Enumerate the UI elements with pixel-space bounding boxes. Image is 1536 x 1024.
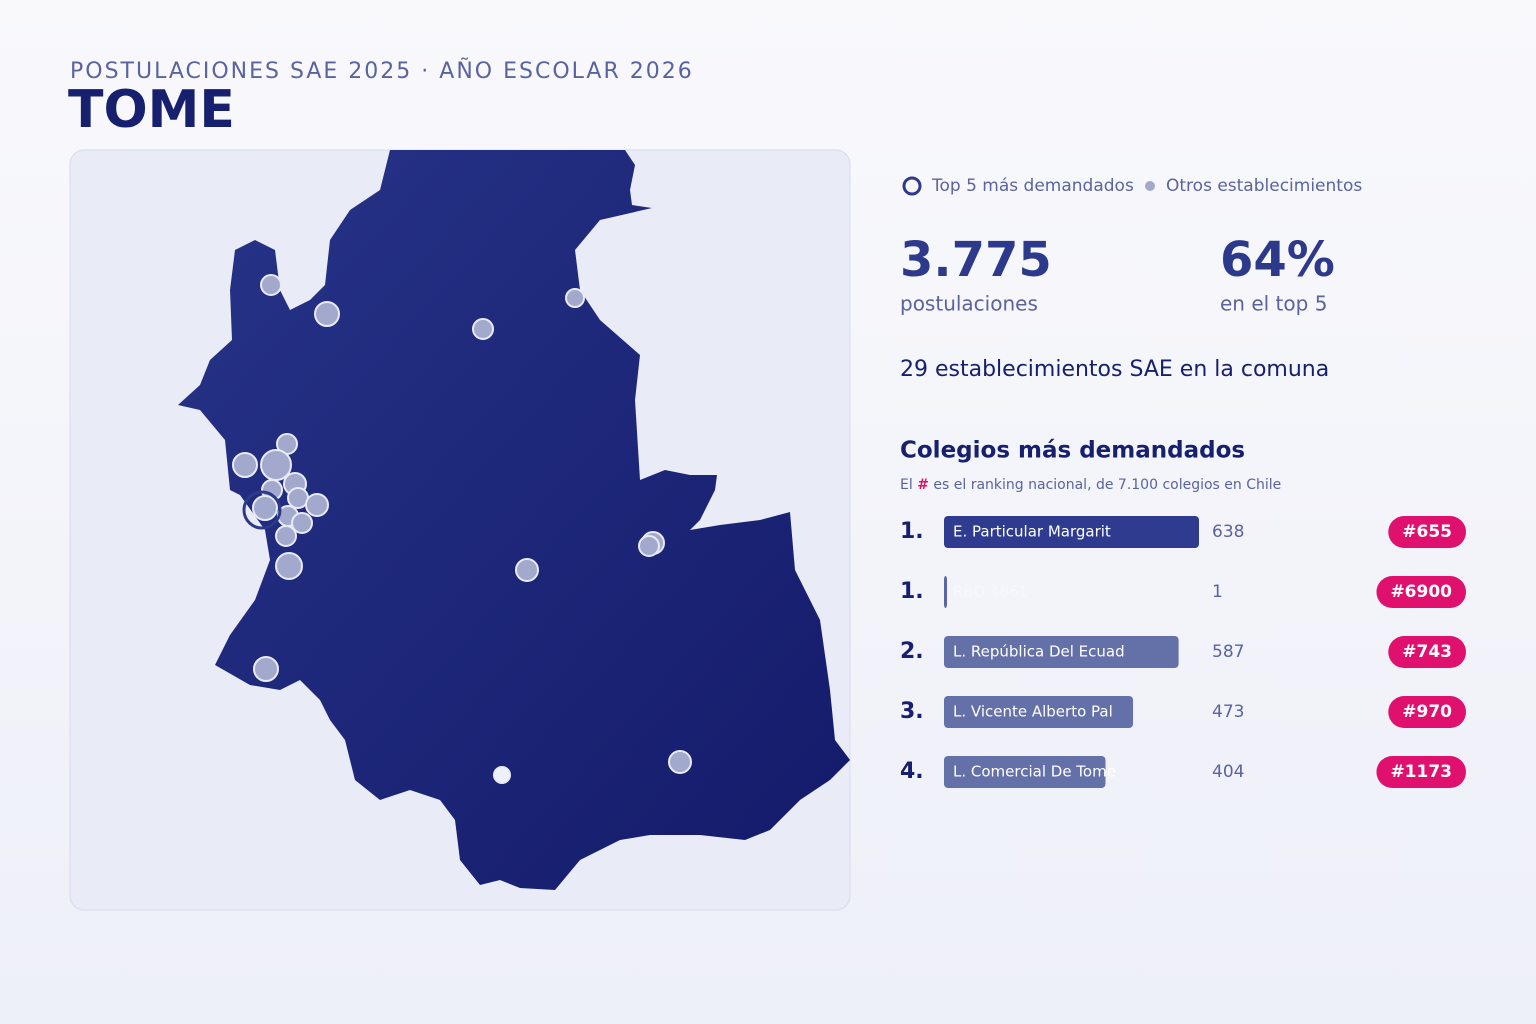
rank: 2. — [900, 639, 924, 664]
badge — [1388, 696, 1466, 728]
school-name: RBD 4861 — [953, 583, 1028, 601]
stat-label: en el top 5 — [1220, 292, 1327, 316]
rank: 4. — [900, 759, 924, 784]
title: TOME — [68, 80, 235, 140]
note-mark: # — [917, 477, 929, 493]
bar — [944, 636, 1179, 668]
badge-label: #1173 — [1390, 762, 1452, 782]
note-text: es el ranking nacional, de 7.100 colegio… — [933, 477, 1281, 493]
note-text: El — [900, 477, 913, 493]
badge-label: #970 — [1402, 702, 1452, 722]
value: 404 — [1212, 762, 1244, 782]
school-dots — [232, 274, 692, 784]
stat-label: postulaciones — [900, 292, 1038, 316]
rank: 1. — [900, 519, 924, 544]
legend-ring — [902, 176, 922, 196]
value: 1 — [1212, 582, 1223, 602]
stat-value: 3.775 — [900, 232, 1052, 288]
bar — [944, 516, 1199, 548]
legend-dot — [1145, 181, 1155, 191]
ranking-title: Colegios más demandados — [900, 438, 1245, 464]
top-ring — [242, 490, 282, 530]
bar — [944, 576, 947, 608]
badge-label: #655 — [1402, 522, 1452, 542]
district-shape — [178, 150, 850, 890]
badge-label: #6900 — [1390, 582, 1452, 602]
value: 638 — [1212, 522, 1244, 542]
bar — [944, 696, 1134, 728]
badge — [1376, 576, 1466, 608]
ranking-note: El # es el ranking nacional, de 7.100 co… — [900, 477, 1281, 493]
badge — [1376, 756, 1466, 788]
value: 473 — [1212, 702, 1244, 722]
rank: 1. — [900, 579, 924, 604]
stat-value: 64% — [1220, 232, 1335, 288]
school-name: L. República Del Ecuad — [953, 643, 1125, 661]
value: 587 — [1212, 642, 1244, 662]
badge — [1388, 636, 1466, 668]
badge-label: #743 — [1402, 642, 1452, 662]
subtitle: POSTULACIONES SAE 2025 · AÑO ESCOLAR 202… — [70, 57, 694, 84]
school-name: L. Vicente Alberto Pal — [953, 703, 1113, 721]
badge — [1388, 516, 1466, 548]
school-name: E. Particular Margarit — [953, 523, 1111, 541]
ranking-rows: 1. E. Particular Margarit 638 #655 1. RBD 486… — [900, 516, 1466, 788]
summary: 29 establecimientos SAE en la comuna — [900, 357, 1329, 382]
legend-others: Otros establecimientos — [1166, 176, 1362, 196]
school-name: L. Comercial De Tome — [953, 763, 1116, 781]
legend-top: Top 5 más demandados — [931, 176, 1134, 196]
map — [178, 150, 850, 890]
rank: 3. — [900, 699, 924, 724]
bar — [944, 756, 1106, 788]
